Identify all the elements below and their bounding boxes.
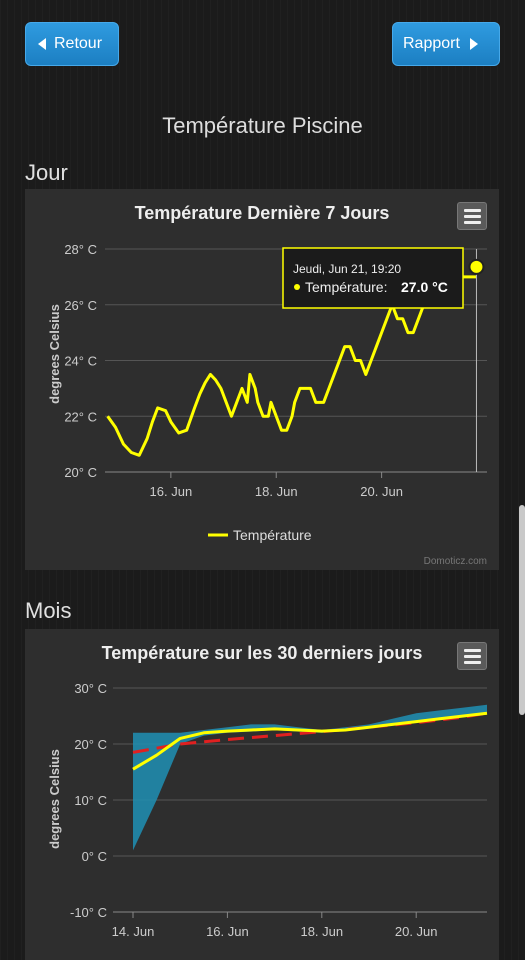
report-label: Rapport xyxy=(403,35,460,52)
chart-day-ytick: 26° C xyxy=(64,298,97,313)
chart-credit[interactable]: Domoticz.com xyxy=(424,556,487,567)
chart-day-plot: degrees Celsius 28° C 26° C 24° C 22° C 20° … xyxy=(47,242,487,567)
chart-month-plot: degrees Celsius 30° C 20° C 10° C 0° C -10° … xyxy=(47,681,488,939)
report-button[interactable]: Rapport xyxy=(392,22,500,66)
chart-month-ylabel: degrees Celsius xyxy=(47,749,62,849)
section-day-label: Jour xyxy=(25,160,68,185)
tooltip-value: 27.0 °C xyxy=(401,279,448,295)
chart-month-title: Température sur les 30 derniers jours xyxy=(101,643,423,663)
section-month-label: Mois xyxy=(25,598,72,623)
tooltip-label: Température: xyxy=(305,279,387,295)
tooltip-date: Jeudi, Jun 21, 19:20 xyxy=(293,262,401,276)
chart-month-xtick: 20. Jun xyxy=(395,924,438,939)
legend-temperature[interactable]: Température xyxy=(233,527,312,543)
chart-month-ytick: 20° C xyxy=(74,737,107,752)
chevron-right-icon xyxy=(469,38,478,50)
back-label: Retour xyxy=(54,35,103,52)
chart-day-ytick: 28° C xyxy=(64,242,97,257)
chart-month-ytick: 30° C xyxy=(74,681,107,696)
page-scrollbar[interactable] xyxy=(519,505,525,715)
chart-month-xtick: 14. Jun xyxy=(112,924,155,939)
chart-day-xtick: 18. Jun xyxy=(255,484,298,499)
chart-day-hover-point xyxy=(468,258,485,275)
chart-month-xtick: 18. Jun xyxy=(300,924,343,939)
chevron-left-icon xyxy=(38,38,46,50)
chart-day-ytick: 24° C xyxy=(64,354,97,369)
chart-month-panel: Température sur les 30 derniers jours de… xyxy=(25,629,499,960)
chart-day-series-line xyxy=(106,275,477,457)
chart-day-menu-button[interactable] xyxy=(457,202,487,230)
chart-month-ytick: -10° C xyxy=(70,905,107,920)
chart-day-xtick: 20. Jun xyxy=(360,484,403,499)
chart-day-xtick: 16. Jun xyxy=(150,484,193,499)
chart-month-temperature-line xyxy=(132,711,488,771)
chart-day-tooltip: Jeudi, Jun 21, 19:20 Température: 27.0 °… xyxy=(282,247,464,309)
chart-day-title: Température Dernière 7 Jours xyxy=(134,203,390,223)
chart-day-panel: Température Dernière 7 Jours degrees Cel… xyxy=(25,189,499,570)
chart-month-ytick: 10° C xyxy=(74,793,107,808)
chart-month-xtick: 16. Jun xyxy=(206,924,249,939)
chart-month-ytick: 0° C xyxy=(82,849,107,864)
chart-month-menu-button[interactable] xyxy=(457,642,487,670)
page-title: Température Piscine xyxy=(162,113,363,138)
chart-day-ylabel: degrees Celsius xyxy=(47,304,62,404)
back-button[interactable]: Retour xyxy=(25,22,119,66)
chart-day-ytick: 20° C xyxy=(64,465,97,480)
chart-day-ytick: 22° C xyxy=(64,409,97,424)
chart-month-range-area xyxy=(133,704,487,851)
tooltip-dot-icon xyxy=(294,284,300,290)
